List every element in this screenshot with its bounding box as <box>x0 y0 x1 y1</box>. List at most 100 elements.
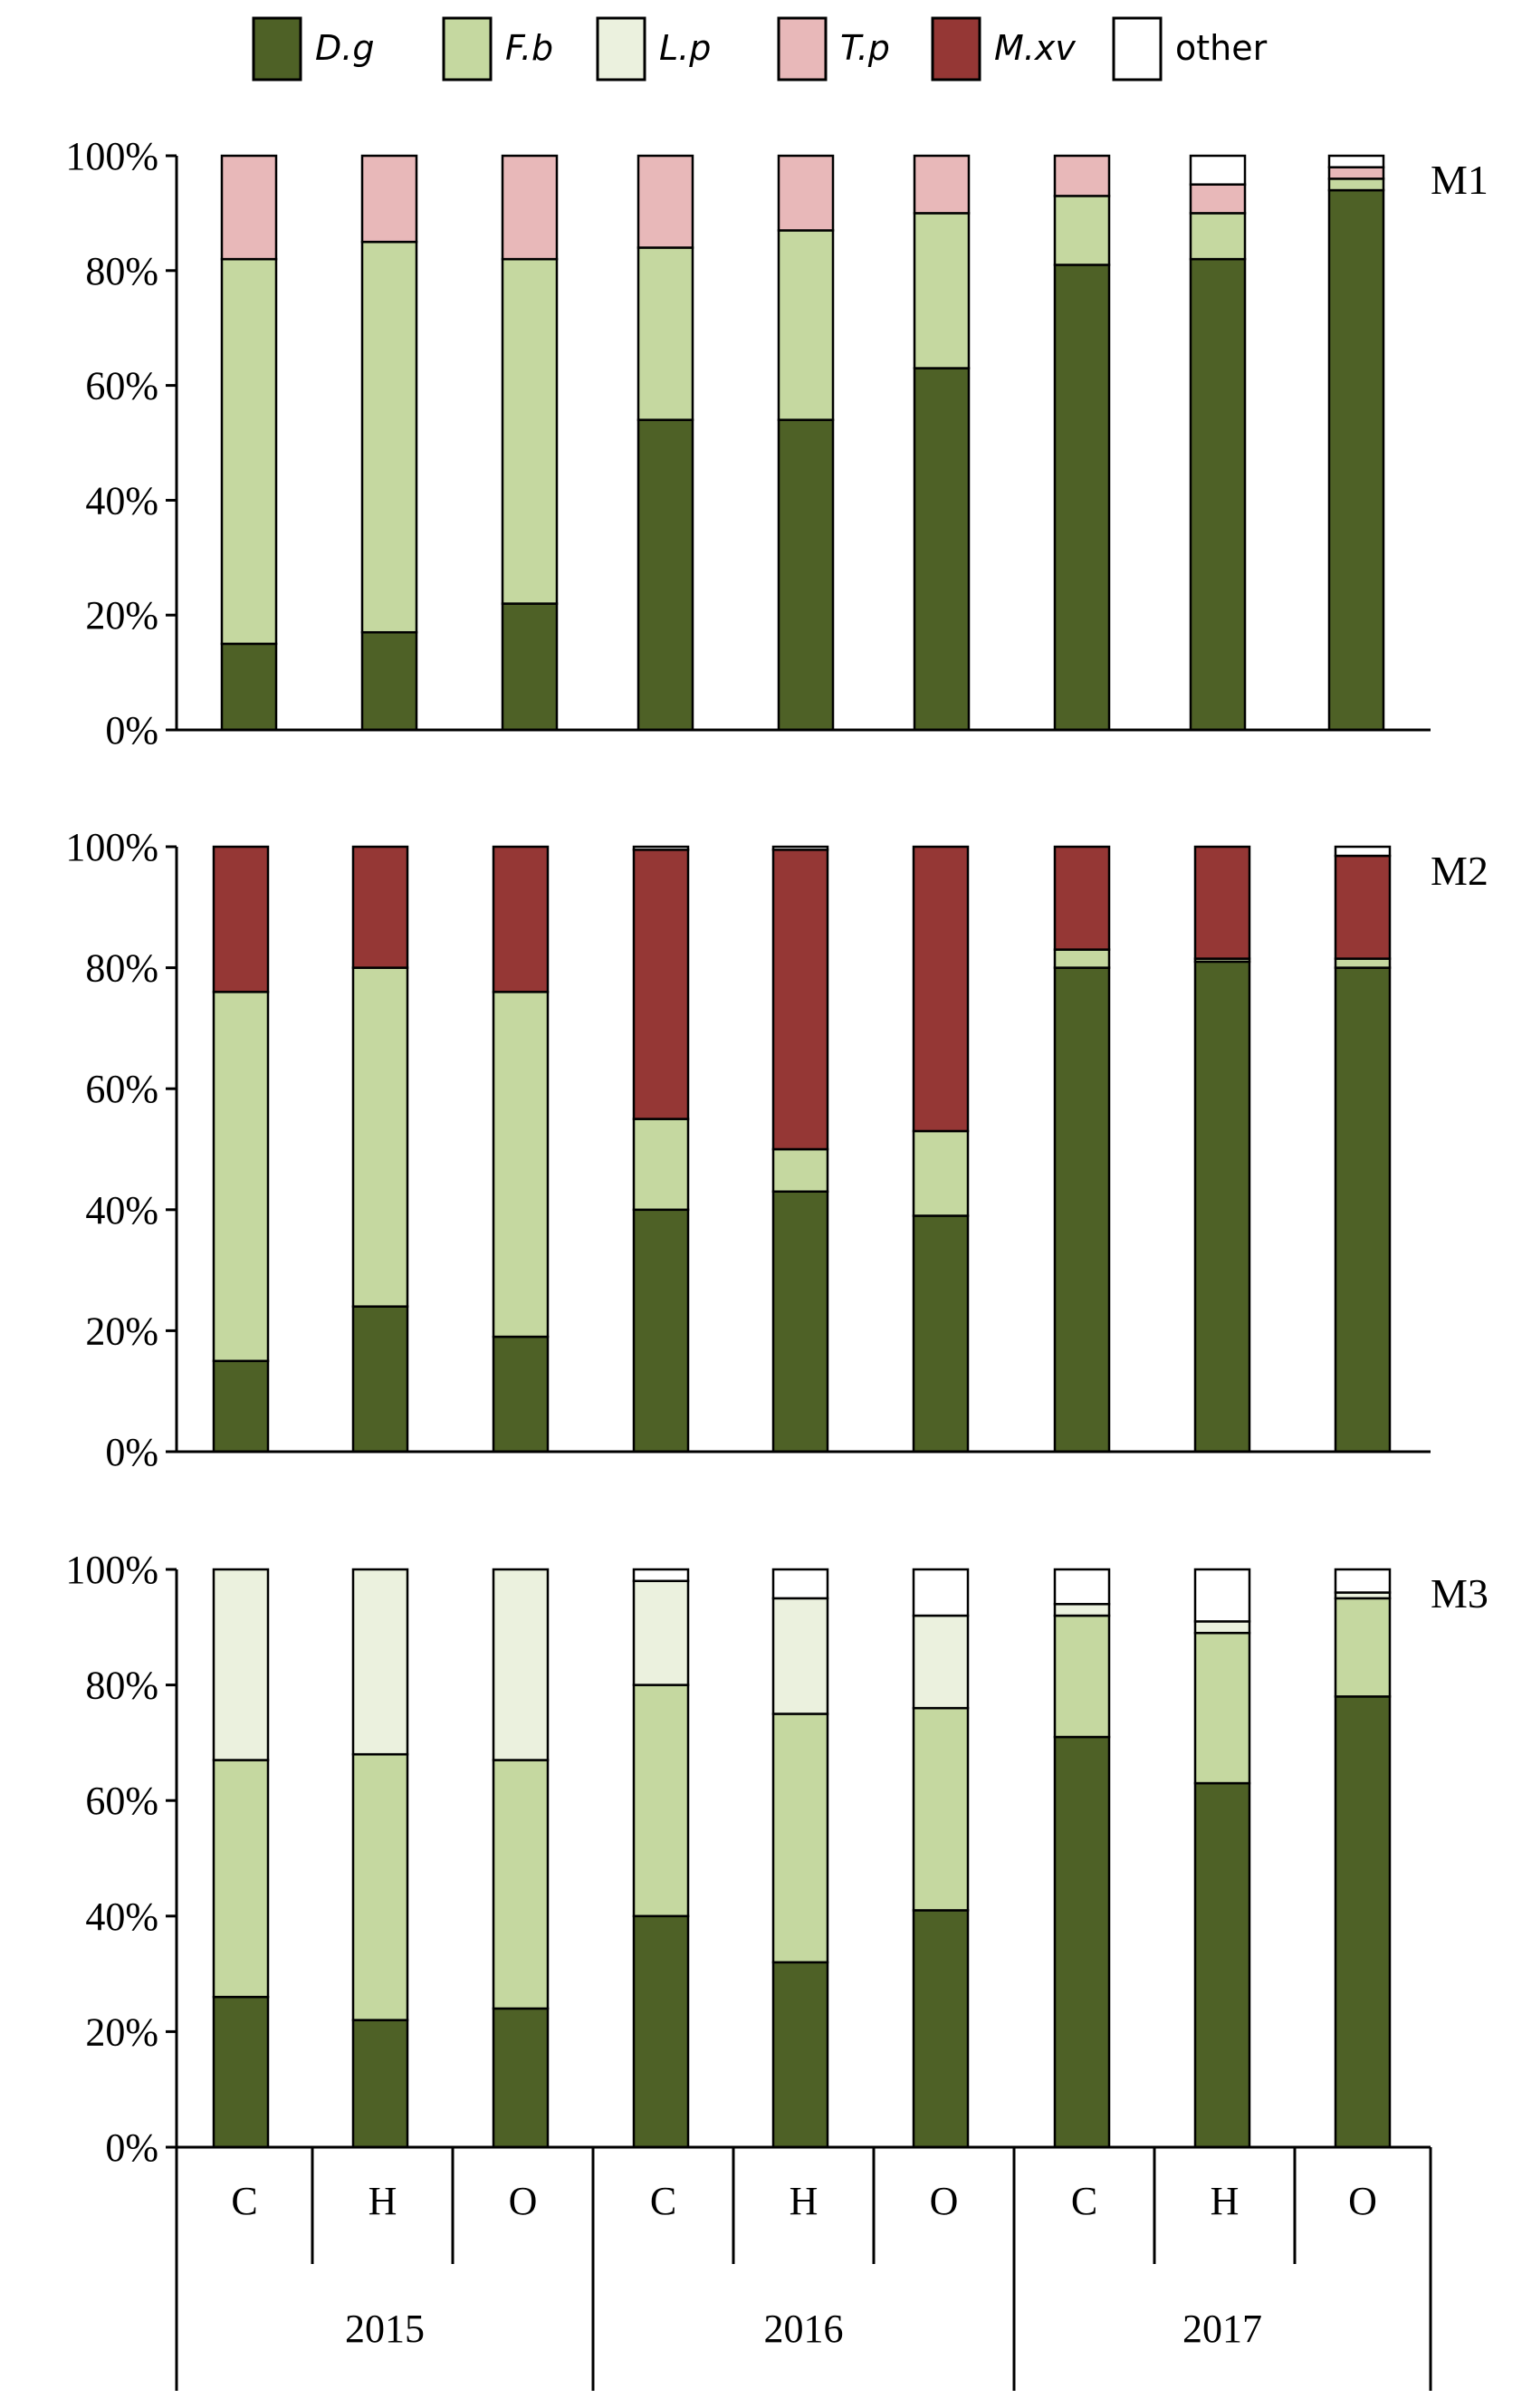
category-label-7: C <box>1071 2179 1097 2223</box>
x-axis-categories: C H O C H O C H O 2015 2016 2017 <box>175 2147 1432 2391</box>
bar-m1-4 <box>637 154 694 732</box>
group-label-2016: 2016 <box>764 2307 844 2351</box>
bar-m3-3 <box>492 1568 550 2149</box>
bar-segment-m2-6-d-g <box>912 1214 970 1453</box>
bar-segment-m2-9-f-b <box>1334 957 1392 969</box>
y-tick-label-m2-100: 100% <box>65 825 158 869</box>
bar-segment-m1-9-d-g <box>1327 188 1385 732</box>
bar-segment-m1-1-d-g <box>220 642 278 732</box>
bar-segment-m2-6-m-xv <box>912 845 970 1133</box>
bar-m3-2 <box>351 1568 409 2149</box>
bar-segment-m1-2-t-p <box>360 154 418 244</box>
bar-segment-m3-3-d-g <box>492 2007 550 2149</box>
bar-m1-6 <box>913 154 971 732</box>
bar-segment-m1-5-d-g <box>777 418 835 732</box>
bar-segment-m2-9-other <box>1334 845 1392 858</box>
y-tick-label-m2-60: 60% <box>85 1067 158 1111</box>
y-tick-label-m2-0: 0% <box>105 1430 158 1474</box>
bar-segment-m2-3-d-g <box>492 1335 550 1453</box>
bar-segment-m2-5-m-xv <box>771 849 829 1151</box>
bar-segment-m1-2-f-b <box>360 240 418 634</box>
bar-m1-7 <box>1053 154 1111 732</box>
legend-label-l-p: L.p <box>659 28 711 68</box>
y-tick-label-m2-20: 20% <box>85 1309 158 1353</box>
category-label-5: H <box>790 2179 818 2223</box>
y-tick-label-m1-40: 40% <box>85 478 158 523</box>
bar-segment-m3-5-d-g <box>771 1961 829 2149</box>
legend-label-f-b: F.b <box>505 28 553 68</box>
bar-segment-m1-7-d-g <box>1053 264 1111 732</box>
legend-swatch-d-g <box>252 16 302 82</box>
panel-m1: 0% 20% 40% 60% 80% 100% M1 <box>65 134 1488 753</box>
bar-segment-m3-2-d-g <box>351 2019 409 2149</box>
bar-segment-m1-3-f-b <box>501 257 559 605</box>
bar-segment-m1-1-t-p <box>220 154 278 261</box>
bar-segment-m3-4-other <box>632 1568 690 1583</box>
y-tick-label-m1-80: 80% <box>85 249 158 293</box>
panel-m3: 0% 20% 40% 60% 80% 100% M3 <box>65 1548 1488 2170</box>
y-tick-label-m1-60: 60% <box>85 364 158 408</box>
bar-segment-m1-9-t-p <box>1327 166 1385 180</box>
category-label-9: O <box>1348 2179 1377 2223</box>
bar-m2-8 <box>1193 845 1251 1453</box>
category-label-4: C <box>650 2179 676 2223</box>
panel-label-m3: M3 <box>1431 1570 1488 1617</box>
y-tick-label-m2-40: 40% <box>85 1188 158 1233</box>
bar-segment-m2-4-other <box>632 845 690 851</box>
bar-segment-m1-2-d-g <box>360 630 418 732</box>
legend-swatch-m-xv <box>931 16 981 82</box>
legend-item-d-g: D.g <box>252 16 374 82</box>
bar-segment-m3-6-f-b <box>912 1706 970 1912</box>
category-label-1: C <box>231 2179 257 2223</box>
legend-label-other: other <box>1175 28 1268 68</box>
bar-m2-7 <box>1053 845 1111 1453</box>
bar-segment-m1-9-other <box>1327 154 1385 168</box>
bar-m1-2 <box>360 154 418 732</box>
bar-segment-m3-5-other <box>771 1568 829 1600</box>
y-tick-label-m3-40: 40% <box>85 1895 158 1939</box>
legend-label-m-xv: M.xv <box>994 28 1076 68</box>
bar-segment-m1-8-other <box>1189 154 1247 186</box>
bar-segment-m3-8-other <box>1193 1568 1251 1623</box>
legend-swatch-l-p <box>596 16 646 82</box>
legend-item-l-p: L.p <box>596 16 711 82</box>
bar-segment-m1-5-f-b <box>777 229 835 421</box>
bar-segment-m3-4-d-g <box>632 1914 690 2149</box>
legend-swatch-t-p <box>777 16 828 82</box>
bar-segment-m2-5-d-g <box>771 1190 829 1453</box>
bar-segment-m1-7-t-p <box>1053 154 1111 197</box>
y-tick-label-m3-60: 60% <box>85 1779 158 1823</box>
bar-segment-m3-8-d-g <box>1193 1781 1251 2149</box>
bar-segment-m2-3-f-b <box>492 991 550 1338</box>
bar-segment-m3-1-d-g <box>212 1995 270 2149</box>
bar-segment-m1-9-f-b <box>1327 177 1385 192</box>
category-label-3: O <box>509 2179 538 2223</box>
bar-segment-m3-8-f-b <box>1193 1631 1251 1785</box>
bar-m2-6 <box>912 845 970 1453</box>
bar-segment-m1-7-f-b <box>1053 195 1111 266</box>
bar-segment-m3-8-l-p <box>1193 1620 1251 1635</box>
bar-segment-m3-9-f-b <box>1334 1597 1392 1698</box>
bar-segment-m3-9-d-g <box>1334 1695 1392 2149</box>
bar-segment-m3-7-other <box>1053 1568 1111 1606</box>
bar-segment-m1-5-t-p <box>777 154 835 232</box>
bar-segment-m1-6-d-g <box>913 367 971 732</box>
bar-m3-9 <box>1334 1568 1392 2149</box>
bar-segment-m2-1-d-g <box>212 1359 270 1453</box>
bar-segment-m3-5-l-p <box>771 1597 829 1715</box>
y-tick-label-m1-100: 100% <box>65 134 158 178</box>
bar-segment-m1-6-t-p <box>913 154 971 215</box>
bar-segment-m3-6-d-g <box>912 1909 970 2149</box>
bar-segment-m1-4-f-b <box>637 246 694 421</box>
legend: D.g F.b L.p T.p M.xv other <box>252 16 1268 82</box>
y-tick-label-m1-0: 0% <box>105 708 158 753</box>
bar-segment-m1-4-t-p <box>637 154 694 249</box>
y-tick-label-m3-100: 100% <box>65 1548 158 1592</box>
bar-segment-m2-4-d-g <box>632 1208 690 1453</box>
legend-label-d-g: D.g <box>315 28 374 68</box>
bar-m2-2 <box>351 845 409 1453</box>
category-label-6: O <box>930 2179 959 2223</box>
bar-segment-m2-7-d-g <box>1053 966 1111 1453</box>
bar-segment-m3-4-f-b <box>632 1684 690 1918</box>
